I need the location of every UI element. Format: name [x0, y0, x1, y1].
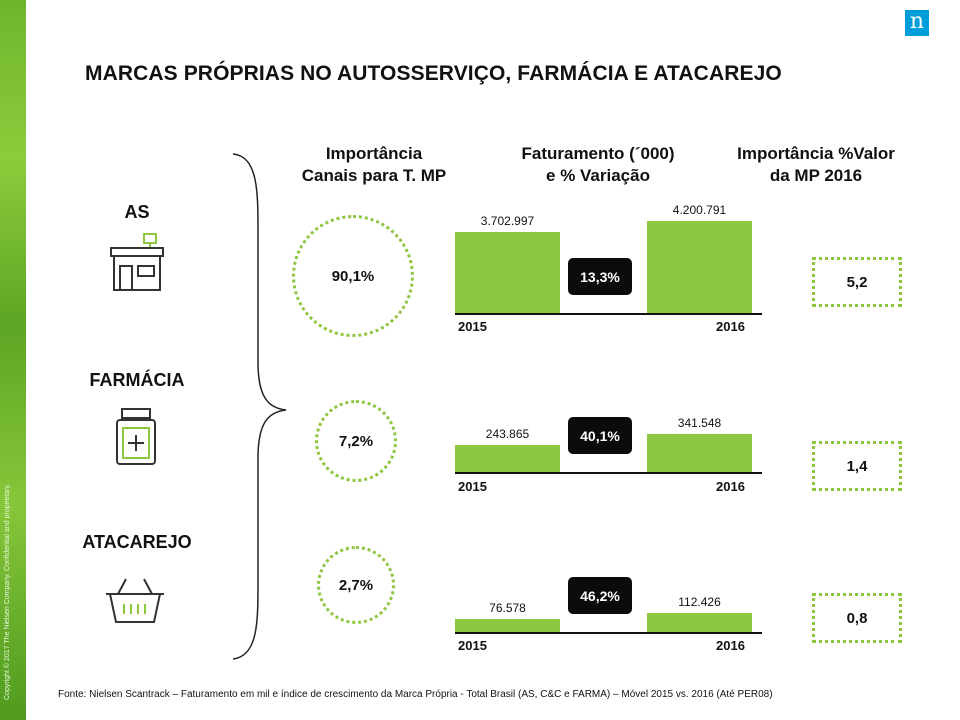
importance-circle-farmacia: 7,2% — [315, 400, 397, 482]
row-label-atacarejo: ATACAREJO — [82, 532, 192, 552]
page-title: MARCAS PRÓPRIAS NO AUTOSSERVIÇO, FARMÁCI… — [85, 62, 782, 85]
source-note: Fonte: Nielsen Scantrack – Faturamento e… — [58, 689, 773, 700]
bar-2016-farmacia — [647, 434, 752, 472]
curly-brace — [232, 153, 287, 660]
value-share-box-farmacia: 1,4 — [812, 441, 902, 491]
importance-circle-as: 90,1% — [292, 215, 414, 337]
heading-line: Faturamento (´000) — [521, 144, 675, 163]
heading-line: Importância — [325, 144, 423, 163]
bar-value-2015-as: 3.702.997 — [480, 214, 535, 228]
column-heading-revenue: Faturamento (´000) e % Variação — [488, 143, 708, 187]
year-2016-label: 2016 — [716, 319, 745, 334]
chart-baseline — [455, 472, 762, 474]
basket-icon — [106, 578, 164, 623]
medicine-jar-icon — [116, 408, 156, 465]
heading-line: Importância %Valor — [737, 144, 895, 163]
bar-value-2016-as: 4.200.791 — [672, 203, 727, 217]
value-share: 0,8 — [846, 609, 868, 627]
bar-2016-atacarejo — [647, 613, 752, 632]
bar-2015-as — [455, 232, 560, 313]
bar-2016-as — [647, 221, 752, 313]
column-heading-importance: Importância Canais para T. MP — [274, 143, 474, 187]
store-icon — [110, 233, 164, 291]
chart-baseline — [455, 313, 762, 315]
bar-value-2016-farmacia: 341.548 — [677, 416, 722, 430]
copyright-text: Copyright © 2017 The Nielsen Company. Co… — [4, 483, 11, 700]
bar-value-2015-farmacia: 243.865 — [485, 427, 530, 441]
row-label-farmacia: FARMÁCIA — [89, 370, 185, 390]
importance-circle-atacarejo: 2,7% — [317, 546, 395, 624]
importance-value: 7,2% — [338, 432, 374, 450]
bar-value-2015-atacarejo: 76.578 — [489, 601, 526, 615]
value-share: 5,2 — [846, 273, 868, 291]
year-2015-label: 2015 — [458, 319, 487, 334]
chart-baseline — [455, 632, 762, 634]
importance-value: 2,7% — [338, 576, 374, 594]
row-label-as: AS — [124, 202, 150, 222]
heading-line: da MP 2016 — [769, 166, 863, 185]
bar-2015-farmacia — [455, 445, 560, 472]
year-2016-label: 2016 — [716, 479, 745, 494]
year-2016-label: 2016 — [716, 638, 745, 653]
value-share-box-atacarejo: 0,8 — [812, 593, 902, 643]
value-share-box-as: 5,2 — [812, 257, 902, 307]
variation-badge-farmacia: 40,1% — [568, 417, 632, 454]
year-2015-label: 2015 — [458, 479, 487, 494]
variation-badge-as: 13,3% — [568, 258, 632, 295]
bar-2015-atacarejo — [455, 619, 560, 632]
year-2015-label: 2015 — [458, 638, 487, 653]
variation-badge-atacarejo: 46,2% — [568, 577, 632, 614]
value-share: 1,4 — [846, 457, 868, 475]
importance-value: 90,1% — [331, 267, 375, 285]
nielsen-logo: n — [905, 10, 929, 36]
heading-line: e % Variação — [546, 166, 650, 185]
sidebar-green: Copyright © 2017 The Nielsen Company. Co… — [0, 0, 26, 720]
column-heading-value: Importância %Valor da MP 2016 — [716, 143, 916, 187]
heading-line: Canais para T. MP — [301, 166, 447, 185]
bar-value-2016-atacarejo: 112.426 — [678, 595, 721, 609]
